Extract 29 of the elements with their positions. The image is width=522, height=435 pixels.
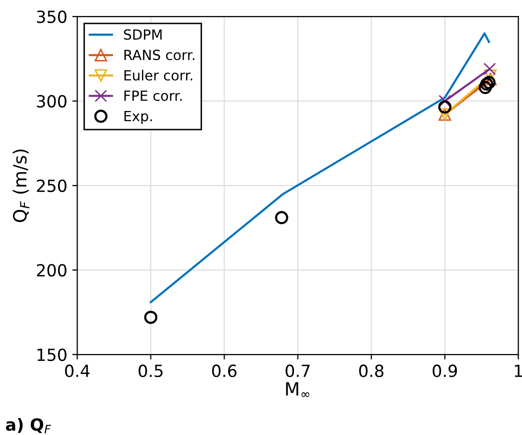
point [480,78,494,91]
legend-label: Exp. [124,111,152,124]
y-tick-label: 200 [36,264,66,277]
point [438,94,452,108]
point [438,100,452,114]
y-tick-label: 300 [36,94,66,108]
x-tick-label: 0.4 [65,364,90,378]
point [484,69,497,82]
x-tick-label: 0.6 [212,364,236,378]
text: a) Q$_{F}$ [6,418,52,434]
x-tick-label: 0.7 [286,364,310,378]
point [275,211,288,224]
legend-label: FPE corr. [124,90,182,101]
y-axis-title: Q$_{F}$ (m/s) [12,150,30,222]
point [482,76,496,90]
y-tick-label: 350 [36,10,66,24]
x-tick-label: 0.8 [359,364,384,378]
y-tick-label: 150 [38,348,66,362]
legend-label: Euler corr. [124,70,192,81]
point [478,80,492,94]
y-tick-label: 250 [36,179,66,192]
x-tick-label: 0.5 [138,364,163,378]
x-tick-label: 0.9 [432,364,457,378]
point [483,62,496,76]
point [144,310,158,324]
x-tick-label: 1 [514,364,522,377]
legend-label: RANS corr. [124,50,194,60]
legend-label: SDPM [124,29,162,40]
x-axis-title: M$_{∞}$ [286,382,310,398]
